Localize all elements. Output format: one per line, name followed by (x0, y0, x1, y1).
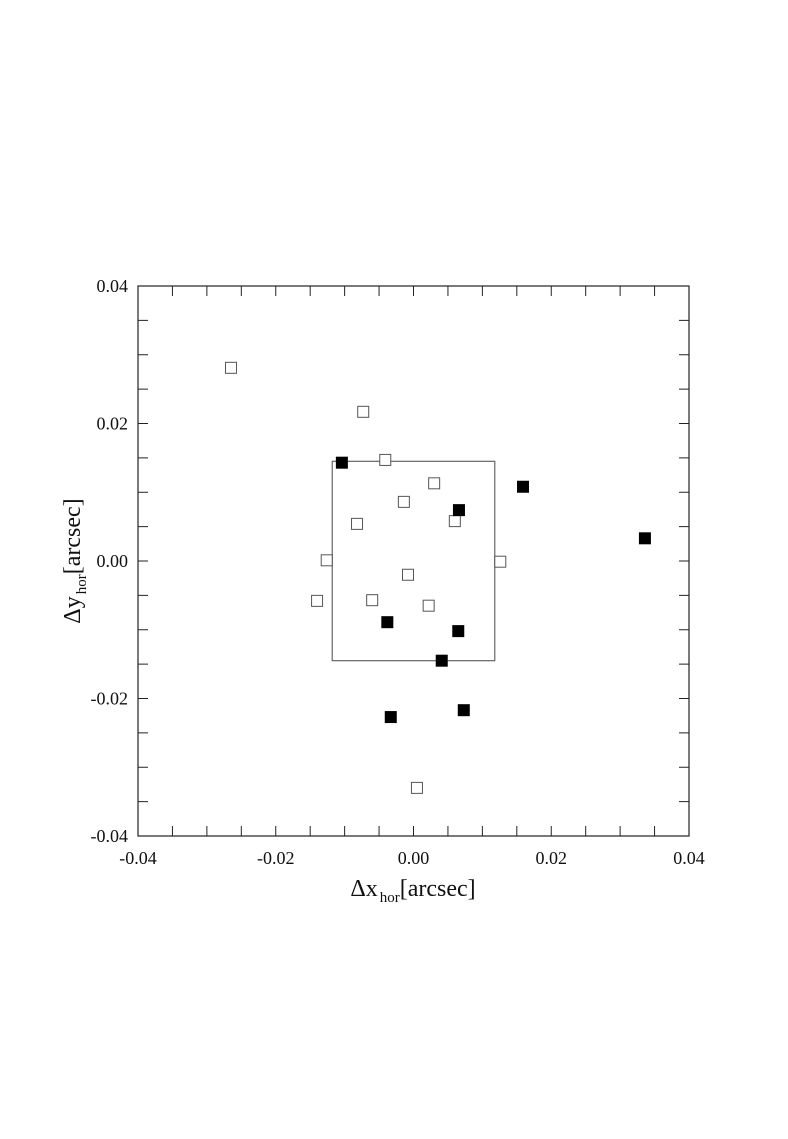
open-square (320, 554, 333, 567)
y-tick-label: 0.04 (97, 276, 129, 296)
plot-frame (137, 285, 690, 837)
x-label-unit: [arcsec] (400, 876, 476, 902)
open-square (494, 555, 507, 568)
filled-square (517, 480, 530, 493)
y-label-unit: [arcsec] (60, 498, 86, 574)
filled-square (638, 532, 651, 545)
filled-square (457, 704, 470, 717)
filled-square (452, 504, 465, 517)
x-tick-label: 0.00 (398, 848, 430, 868)
open-square (379, 453, 392, 466)
y-tick-label: 0.02 (97, 414, 129, 434)
y-tick-label: -0.02 (91, 689, 129, 709)
open-square (366, 594, 379, 607)
y-label-main: Δy (60, 596, 86, 623)
region-box (331, 460, 496, 662)
open-square (397, 495, 410, 508)
open-square (428, 477, 441, 490)
open-square (351, 517, 364, 530)
open-square (224, 361, 237, 374)
y-tick-label: -0.04 (91, 826, 129, 846)
x-axis-label: Δx hor[arcsec] (350, 876, 475, 906)
open-square (448, 515, 461, 528)
filled-square (435, 654, 448, 667)
y-label-sub: hor (74, 574, 90, 594)
x-label-sub: hor (380, 890, 400, 906)
open-square (401, 568, 414, 581)
x-tick-label: -0.04 (119, 848, 157, 868)
x-tick-label: 0.02 (536, 848, 568, 868)
y-axis-label: Δy hor[arcsec] (60, 498, 90, 623)
x-tick-label: -0.02 (257, 848, 295, 868)
open-square (422, 599, 435, 612)
filled-square (335, 456, 348, 469)
open-square (410, 781, 423, 794)
x-label-main: Δx (350, 876, 377, 902)
filled-square (381, 616, 394, 629)
open-square (311, 594, 324, 607)
filled-square (452, 625, 465, 638)
y-tick-label: 0.00 (97, 551, 129, 571)
open-square (357, 405, 370, 418)
x-tick-label: 0.04 (673, 848, 705, 868)
filled-square (384, 711, 397, 724)
